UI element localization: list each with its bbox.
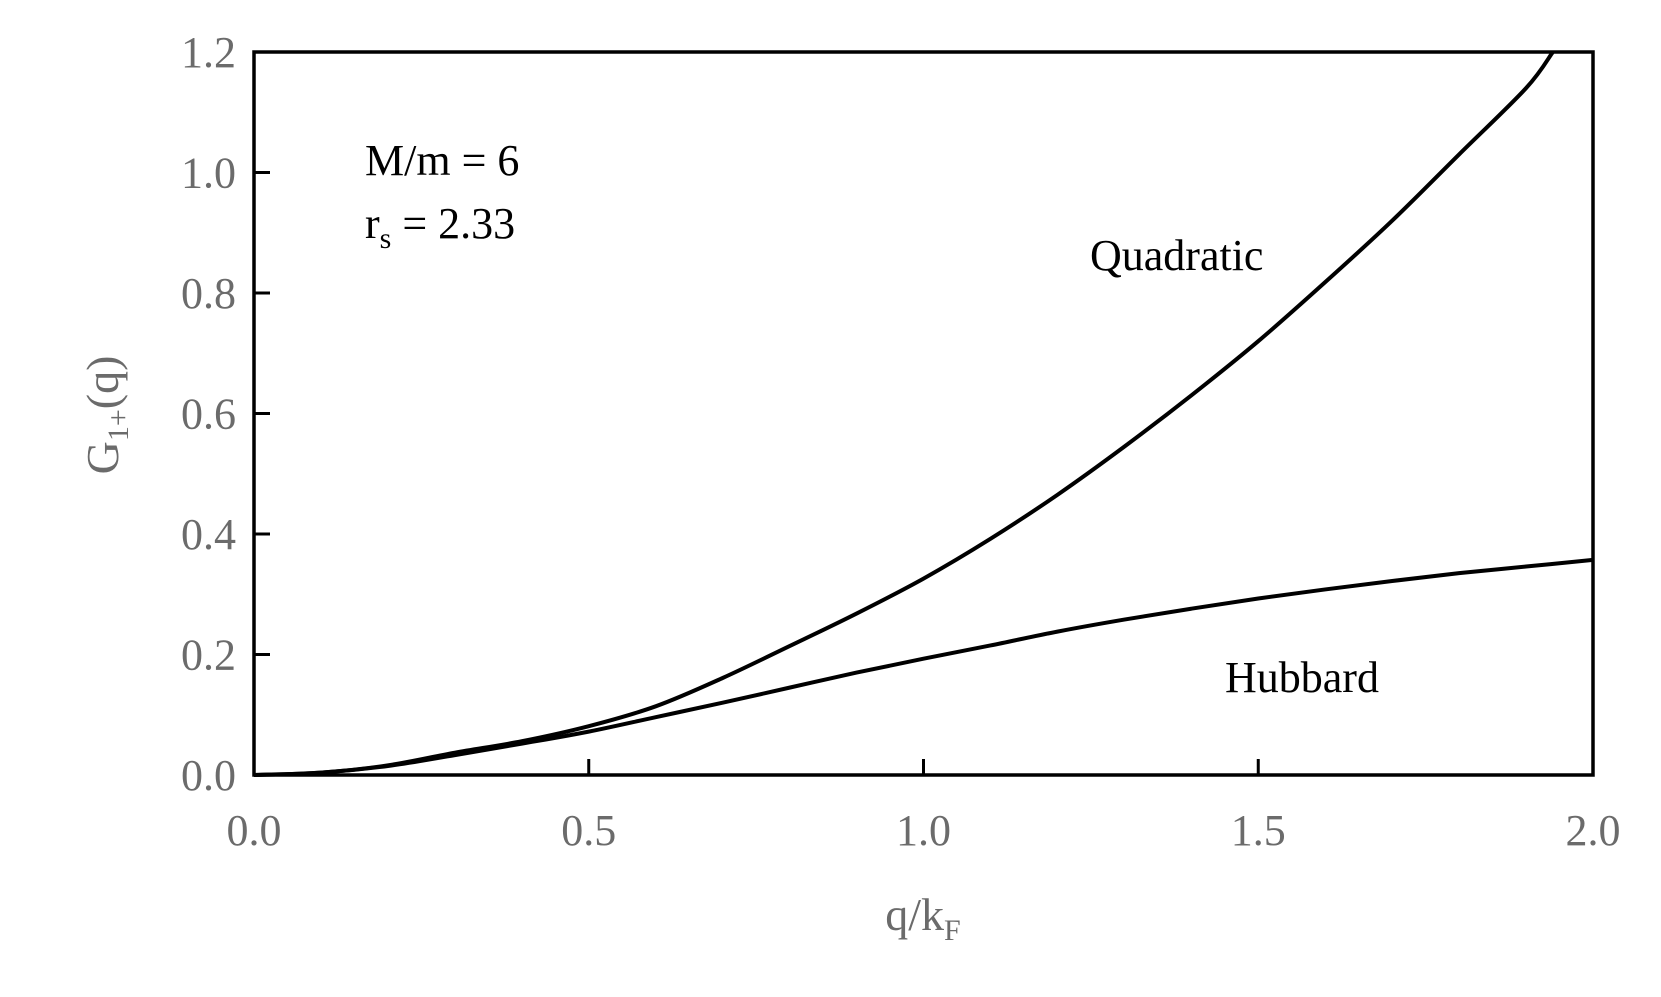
series-line-hubbard — [253, 557, 1594, 777]
y-tick-label: 0.2 — [181, 631, 236, 680]
y-tick-label: 0.8 — [181, 269, 236, 318]
y-tick-label: 1.2 — [181, 28, 236, 77]
y-axis-label: G1+(q) — [77, 356, 135, 475]
y-axis-ticks: 0.0 0.2 0.4 0.6 0.8 1.0 1.2 — [181, 28, 270, 800]
x-tick-label: 1.5 — [1231, 806, 1286, 855]
series-layer — [253, 50, 1594, 777]
series-label-hubbard: Hubbard — [1225, 653, 1379, 702]
y-tick-label: 0.0 — [181, 751, 236, 800]
series-line-quadratic — [253, 50, 1555, 777]
x-tick-label: 0.0 — [227, 806, 282, 855]
x-axis-label: q/kF — [885, 889, 960, 947]
x-tick-label: 1.0 — [896, 806, 951, 855]
annotation-rs: rs = 2.33 — [365, 199, 515, 255]
x-tick-label: 0.5 — [561, 806, 616, 855]
y-tick-label: 1.0 — [181, 149, 236, 198]
series-label-quadratic: Quadratic — [1090, 231, 1263, 280]
y-tick-label: 0.6 — [181, 390, 236, 439]
y-tick-label: 0.4 — [181, 510, 236, 559]
x-axis-ticks: 0.0 0.5 1.0 1.5 2.0 — [227, 759, 1621, 855]
annotation-mass-ratio: M/m = 6 — [365, 136, 519, 185]
x-tick-label: 2.0 — [1566, 806, 1621, 855]
